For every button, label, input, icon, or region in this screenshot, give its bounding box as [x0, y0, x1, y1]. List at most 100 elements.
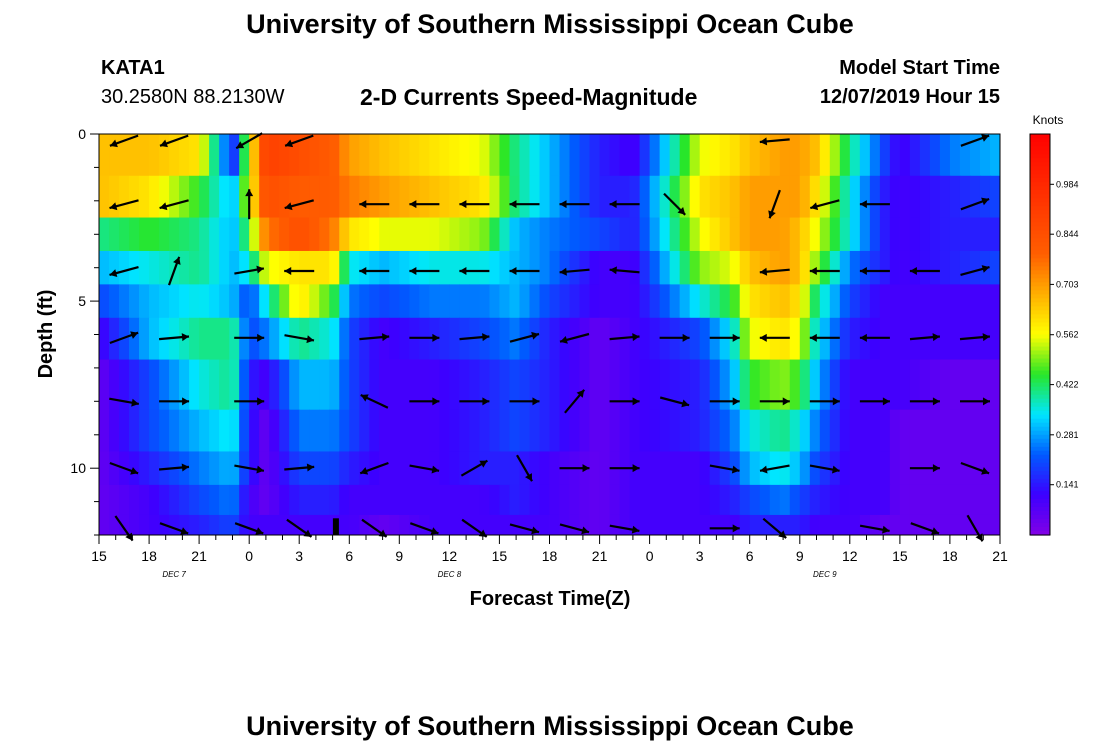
heatmap-cell	[529, 175, 541, 219]
heatmap-cell	[529, 250, 541, 285]
heatmap-cell	[119, 484, 130, 516]
heatmap-cell	[849, 359, 861, 411]
heatmap-cell	[819, 217, 831, 252]
heatmap-cell	[549, 217, 561, 252]
heatmap-cell	[199, 217, 210, 252]
heatmap-cell	[789, 284, 801, 319]
heatmap-cell	[439, 250, 450, 285]
heatmap-cell	[989, 284, 1000, 319]
current-vector	[909, 397, 940, 406]
heatmap-cell	[689, 317, 701, 361]
heatmap-cell	[819, 514, 831, 535]
heatmap-cell	[759, 250, 771, 285]
heatmap-cell	[109, 359, 120, 411]
vector-head	[609, 266, 617, 275]
heatmap-cell	[179, 359, 190, 411]
current-vector	[509, 331, 540, 343]
heatmap-cell	[489, 284, 501, 319]
heatmap-cell	[159, 484, 170, 516]
heatmap-cell	[329, 409, 340, 453]
heatmap-cell	[489, 250, 501, 285]
current-vector	[859, 267, 890, 276]
heatmap-cell	[249, 175, 260, 219]
heatmap-cell	[679, 359, 691, 411]
colorbar-segment	[1030, 310, 1050, 316]
heatmap-cell	[399, 175, 410, 219]
vector-head	[482, 333, 490, 342]
heatmap-cell	[779, 484, 791, 516]
current-vector	[960, 197, 990, 211]
colorbar-segment	[1030, 154, 1050, 159]
heatmap-cell	[539, 134, 551, 177]
current-vector	[960, 134, 990, 147]
heatmap-cell	[339, 484, 350, 516]
heatmap-cell	[109, 284, 120, 319]
current-vector	[960, 265, 990, 276]
vector-head	[109, 269, 118, 277]
heatmap-cell	[879, 451, 891, 486]
heatmap-cell	[449, 514, 460, 535]
heatmap-cell	[509, 250, 521, 285]
heatmap-cell	[309, 250, 320, 285]
current-vector	[609, 333, 640, 342]
heatmap-cell	[169, 359, 180, 411]
heatmap-cell	[129, 359, 140, 411]
colorbar-segment	[1030, 290, 1050, 295]
colorbar-segment	[1030, 182, 1050, 187]
heatmap-cell	[619, 409, 631, 453]
heatmap-cell	[709, 175, 721, 219]
heatmap-cell	[489, 317, 501, 361]
heatmap-cell	[629, 175, 641, 219]
heatmap-cell	[289, 317, 300, 361]
vector-head	[432, 397, 440, 406]
heatmap-cell	[649, 514, 661, 535]
heatmap-cell	[819, 359, 831, 411]
heatmap-cell	[739, 175, 751, 219]
heatmap-cell	[639, 359, 651, 411]
vector-head	[932, 333, 940, 342]
day-label: DEC 9	[813, 570, 837, 579]
heatmap-cell	[239, 134, 250, 177]
heatmap-cell	[219, 284, 230, 319]
colorbar-segment	[1030, 486, 1050, 492]
current-vector	[959, 333, 990, 342]
heatmap-cell	[239, 514, 250, 535]
heatmap-cell	[109, 451, 120, 486]
heatmap-cell	[429, 359, 440, 411]
heatmap-cell	[689, 217, 701, 252]
heatmap-cell	[669, 359, 681, 411]
heatmap-cell	[509, 484, 521, 516]
time-marker-bar	[332, 518, 339, 535]
colorbar-segment	[1030, 342, 1050, 348]
heatmap-cell	[299, 409, 310, 453]
heatmap-cell	[859, 409, 871, 453]
current-vector	[966, 514, 984, 542]
current-vector	[564, 389, 586, 414]
heatmap-cell	[169, 217, 180, 252]
heatmap-cell	[699, 175, 711, 219]
heatmap-cell	[899, 484, 911, 516]
current-vector	[762, 517, 787, 539]
current-vector	[709, 397, 740, 406]
heatmap-cell	[389, 451, 400, 486]
colorbar-segment	[1030, 398, 1050, 404]
heatmap-cell	[859, 284, 871, 319]
heatmap-cell	[579, 317, 591, 361]
current-vector	[409, 397, 440, 406]
heatmap-cell	[479, 451, 491, 486]
heatmap-cell	[249, 359, 260, 411]
heatmap-cell	[869, 284, 881, 319]
heatmap-cell	[479, 175, 491, 219]
vector-head	[832, 397, 840, 406]
heatmap-cell	[119, 409, 130, 453]
heatmap-cell	[809, 451, 821, 486]
heatmap-cell	[659, 134, 671, 177]
heatmap-cell	[259, 217, 270, 252]
heatmap-cell	[99, 217, 110, 252]
heatmap-cell	[139, 175, 150, 219]
heatmap-cell	[479, 250, 491, 285]
heatmap-cell	[259, 359, 270, 411]
x-tick-label: 0	[646, 548, 654, 564]
current-vector	[709, 464, 740, 474]
